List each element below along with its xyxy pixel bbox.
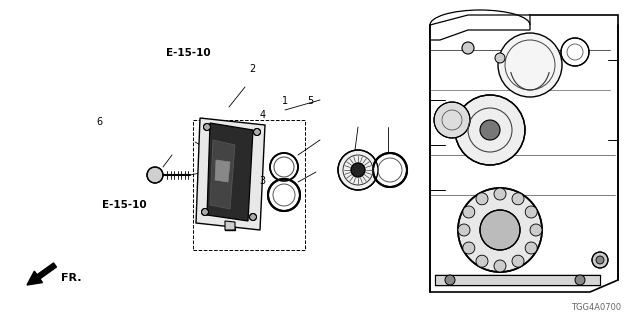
Circle shape	[458, 188, 542, 272]
Circle shape	[498, 33, 562, 97]
Polygon shape	[196, 118, 265, 230]
Circle shape	[494, 188, 506, 200]
Polygon shape	[207, 123, 253, 221]
Circle shape	[462, 42, 474, 54]
Polygon shape	[210, 140, 235, 209]
Bar	[193, 120, 305, 250]
Text: E-15-10: E-15-10	[102, 200, 147, 210]
Text: FR.: FR.	[61, 273, 81, 284]
Circle shape	[512, 193, 524, 205]
Polygon shape	[435, 275, 600, 285]
Circle shape	[530, 224, 542, 236]
Text: 3: 3	[259, 176, 266, 186]
Circle shape	[476, 255, 488, 267]
Circle shape	[575, 275, 585, 285]
Polygon shape	[430, 15, 618, 292]
Circle shape	[270, 153, 298, 181]
Text: 2: 2	[250, 64, 256, 74]
Polygon shape	[215, 160, 230, 182]
Text: TGG4A0700: TGG4A0700	[571, 303, 621, 312]
Circle shape	[202, 209, 209, 215]
Circle shape	[147, 167, 163, 183]
Circle shape	[338, 150, 378, 190]
Circle shape	[512, 255, 524, 267]
Circle shape	[455, 95, 525, 165]
Text: 4: 4	[259, 110, 266, 120]
Circle shape	[561, 38, 589, 66]
Circle shape	[463, 242, 475, 254]
Circle shape	[480, 210, 520, 250]
Circle shape	[351, 163, 365, 177]
Circle shape	[373, 153, 407, 187]
Circle shape	[434, 102, 470, 138]
Circle shape	[480, 120, 500, 140]
FancyArrow shape	[27, 263, 56, 285]
Circle shape	[268, 179, 300, 211]
Circle shape	[458, 224, 470, 236]
Circle shape	[445, 275, 455, 285]
Circle shape	[250, 213, 257, 220]
Circle shape	[592, 252, 608, 268]
Circle shape	[476, 193, 488, 205]
Circle shape	[463, 206, 475, 218]
Text: 1: 1	[282, 96, 288, 106]
Text: 6: 6	[96, 116, 102, 127]
Circle shape	[495, 53, 505, 63]
Circle shape	[253, 129, 260, 135]
Circle shape	[596, 256, 604, 264]
Circle shape	[525, 242, 537, 254]
Polygon shape	[430, 15, 530, 40]
Text: 5: 5	[307, 96, 314, 106]
Circle shape	[494, 260, 506, 272]
Circle shape	[204, 124, 211, 131]
Circle shape	[525, 206, 537, 218]
Text: E-15-10: E-15-10	[166, 48, 211, 58]
Polygon shape	[225, 221, 235, 230]
